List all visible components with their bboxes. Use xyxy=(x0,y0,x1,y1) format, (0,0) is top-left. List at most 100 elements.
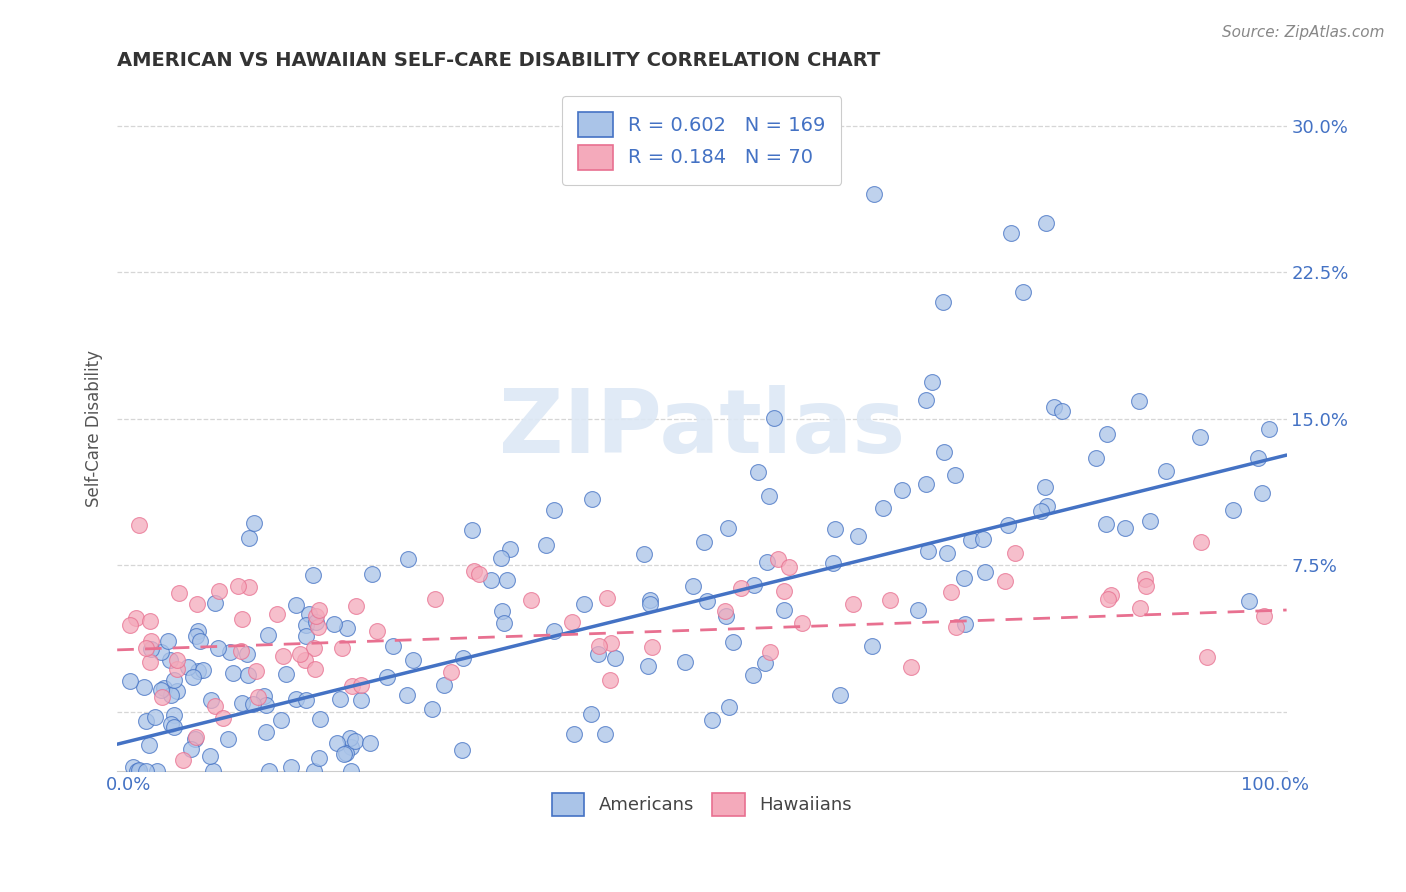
Point xyxy=(637,658,659,673)
Point xyxy=(993,574,1015,588)
Point xyxy=(451,742,474,756)
Point xyxy=(742,578,765,592)
Point xyxy=(492,615,515,630)
Point xyxy=(778,559,800,574)
Point xyxy=(754,656,776,670)
Point xyxy=(891,483,914,498)
Point xyxy=(284,599,307,613)
Point xyxy=(1043,400,1066,414)
Point xyxy=(340,680,363,694)
Point xyxy=(846,529,869,543)
Point xyxy=(693,535,716,549)
Point xyxy=(231,696,253,710)
Point xyxy=(1029,504,1052,518)
Point xyxy=(186,597,208,611)
Point xyxy=(561,615,583,629)
Point xyxy=(302,764,325,778)
Point xyxy=(972,532,994,546)
Point xyxy=(139,642,162,657)
Point xyxy=(934,445,956,459)
Point xyxy=(863,187,886,202)
Point xyxy=(468,566,491,581)
Point xyxy=(200,693,222,707)
Point xyxy=(900,660,922,674)
Point xyxy=(564,727,586,741)
Point xyxy=(308,603,330,617)
Point xyxy=(270,713,292,727)
Point xyxy=(280,760,302,774)
Point xyxy=(149,645,172,659)
Point xyxy=(451,650,474,665)
Point xyxy=(288,648,311,662)
Point xyxy=(193,663,215,677)
Point xyxy=(1036,499,1059,513)
Point xyxy=(423,591,446,606)
Point xyxy=(579,706,602,721)
Point xyxy=(766,551,789,566)
Point xyxy=(340,764,363,778)
Point xyxy=(254,725,277,739)
Point xyxy=(166,662,188,676)
Point xyxy=(1129,601,1152,615)
Point xyxy=(633,547,655,561)
Point xyxy=(122,760,145,774)
Point xyxy=(543,624,565,638)
Point xyxy=(917,544,939,558)
Point xyxy=(1257,422,1279,436)
Point xyxy=(747,465,769,479)
Point xyxy=(160,717,183,731)
Point xyxy=(952,571,974,585)
Point xyxy=(1114,521,1136,535)
Point xyxy=(463,564,485,578)
Point xyxy=(1099,589,1122,603)
Point xyxy=(204,596,226,610)
Point xyxy=(135,640,157,655)
Point xyxy=(308,712,330,726)
Point xyxy=(1247,451,1270,466)
Point xyxy=(420,702,443,716)
Point xyxy=(229,644,252,658)
Point xyxy=(304,662,326,676)
Point xyxy=(1188,430,1211,444)
Point xyxy=(1237,594,1260,608)
Point xyxy=(188,634,211,648)
Point xyxy=(343,733,366,747)
Point xyxy=(960,533,983,548)
Point xyxy=(243,516,266,531)
Point xyxy=(366,624,388,638)
Point xyxy=(945,620,967,634)
Point xyxy=(200,749,222,764)
Text: AMERICAN VS HAWAIIAN SELF-CARE DISABILITY CORRELATION CHART: AMERICAN VS HAWAIIAN SELF-CARE DISABILIT… xyxy=(117,51,880,70)
Point xyxy=(156,634,179,648)
Point xyxy=(375,670,398,684)
Point xyxy=(169,586,191,600)
Point xyxy=(163,720,186,734)
Point xyxy=(340,739,363,754)
Point xyxy=(1095,516,1118,531)
Point xyxy=(396,689,419,703)
Point xyxy=(773,584,796,599)
Point xyxy=(543,503,565,517)
Point xyxy=(307,620,329,634)
Point xyxy=(184,730,207,744)
Point xyxy=(159,653,181,667)
Point xyxy=(915,392,938,407)
Point xyxy=(673,656,696,670)
Point xyxy=(257,628,280,642)
Point xyxy=(402,653,425,667)
Point xyxy=(271,649,294,664)
Point xyxy=(207,640,229,655)
Point xyxy=(1154,464,1177,478)
Point xyxy=(238,580,260,594)
Point xyxy=(247,690,270,704)
Point xyxy=(717,521,740,535)
Point xyxy=(253,689,276,703)
Point xyxy=(245,665,267,679)
Point xyxy=(914,476,936,491)
Point xyxy=(329,691,352,706)
Point xyxy=(138,738,160,752)
Point xyxy=(335,746,357,760)
Point xyxy=(1033,480,1056,494)
Point xyxy=(1085,450,1108,465)
Point xyxy=(586,647,609,661)
